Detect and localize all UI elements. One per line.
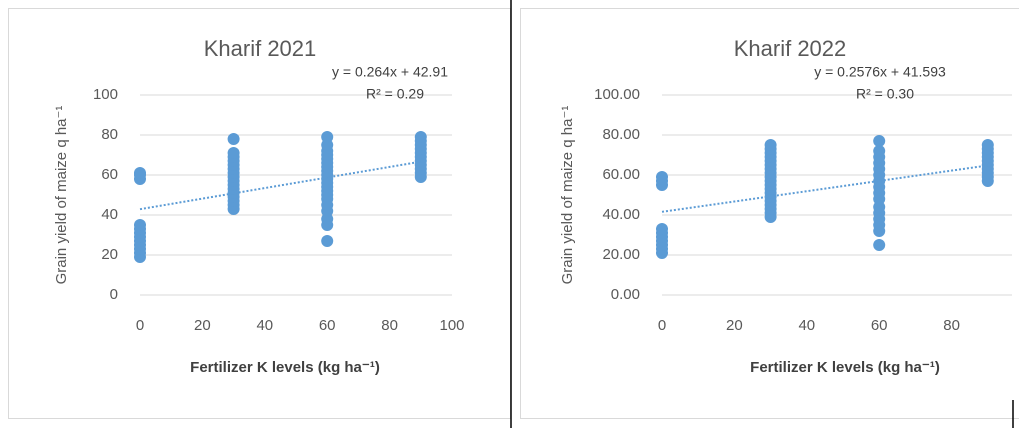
y-tick-label: 20.00 bbox=[602, 246, 640, 263]
y-tick-label: 0 bbox=[110, 286, 118, 303]
y-tick-label: 60 bbox=[101, 166, 118, 183]
y-tick-label: 60.00 bbox=[602, 166, 640, 183]
data-point bbox=[134, 219, 146, 231]
data-point bbox=[227, 133, 240, 145]
y-tick-label: 100 bbox=[93, 86, 118, 103]
chart-panel: Kharif 2021 0 20 40 60 80 100 0 20 40 60 80 100 Ferti… bbox=[53, 36, 465, 376]
data-point bbox=[981, 139, 994, 151]
x-tick-label: 0 bbox=[658, 317, 666, 334]
data-point bbox=[414, 131, 427, 143]
x-tick-label: 20 bbox=[726, 317, 743, 334]
data-point bbox=[134, 167, 146, 179]
y-tick-label: 20 bbox=[101, 246, 118, 263]
y-tick-label: 100.00 bbox=[594, 86, 640, 103]
x-tick-label: 40 bbox=[798, 317, 815, 334]
y-axis-label: Grain yield of maize q ha⁻¹ bbox=[53, 106, 70, 285]
y-tick-label: 80 bbox=[101, 126, 118, 143]
chart-panel: Kharif 2022 0.00 20.00 40.00 60.00 80.00 100.0… bbox=[559, 36, 1019, 376]
data-point bbox=[873, 239, 886, 251]
y-tick-label: 40.00 bbox=[602, 206, 640, 223]
x-tick-label: 0 bbox=[136, 317, 144, 334]
x-tick-label: 20 bbox=[194, 317, 211, 334]
x-tick-label: 80 bbox=[381, 317, 398, 334]
x-tick-label: 100 bbox=[439, 317, 464, 334]
data-point bbox=[764, 139, 777, 151]
trendline-r2: R² = 0.29 bbox=[366, 86, 424, 102]
x-tick-label: 40 bbox=[256, 317, 273, 334]
y-tick-label: 80.00 bbox=[602, 126, 640, 143]
data-point bbox=[321, 235, 334, 247]
y-tick-label: 0.00 bbox=[611, 286, 640, 303]
x-tick-label: 100 bbox=[1011, 317, 1019, 334]
trendline bbox=[661, 164, 988, 213]
data-point bbox=[321, 131, 334, 143]
x-tick-label: 60 bbox=[319, 317, 336, 334]
trendline bbox=[139, 160, 421, 211]
data-point bbox=[656, 171, 668, 183]
data-point bbox=[227, 147, 240, 159]
x-tick-label: 80 bbox=[943, 317, 960, 334]
y-tick-label: 40 bbox=[101, 206, 118, 223]
trendline-r2: R² = 0.30 bbox=[856, 86, 914, 102]
trendline-equation: y = 0.264x + 42.91 bbox=[332, 64, 448, 80]
chart-title: Kharif 2021 bbox=[204, 36, 317, 61]
y-axis-label: Grain yield of maize q ha⁻¹ bbox=[559, 106, 576, 285]
data-point bbox=[656, 223, 668, 235]
data-point bbox=[873, 135, 886, 147]
x-axis-label: Fertilizer K levels (kg ha⁻¹) bbox=[190, 359, 380, 376]
data-point bbox=[873, 145, 886, 157]
chart-title: Kharif 2022 bbox=[734, 36, 847, 61]
x-tick-label: 60 bbox=[871, 317, 888, 334]
x-axis-label: Fertilizer K levels (kg ha⁻¹) bbox=[750, 359, 940, 376]
panel-border bbox=[520, 8, 1019, 419]
trendline-equation: y = 0.2576x + 41.593 bbox=[814, 64, 946, 80]
